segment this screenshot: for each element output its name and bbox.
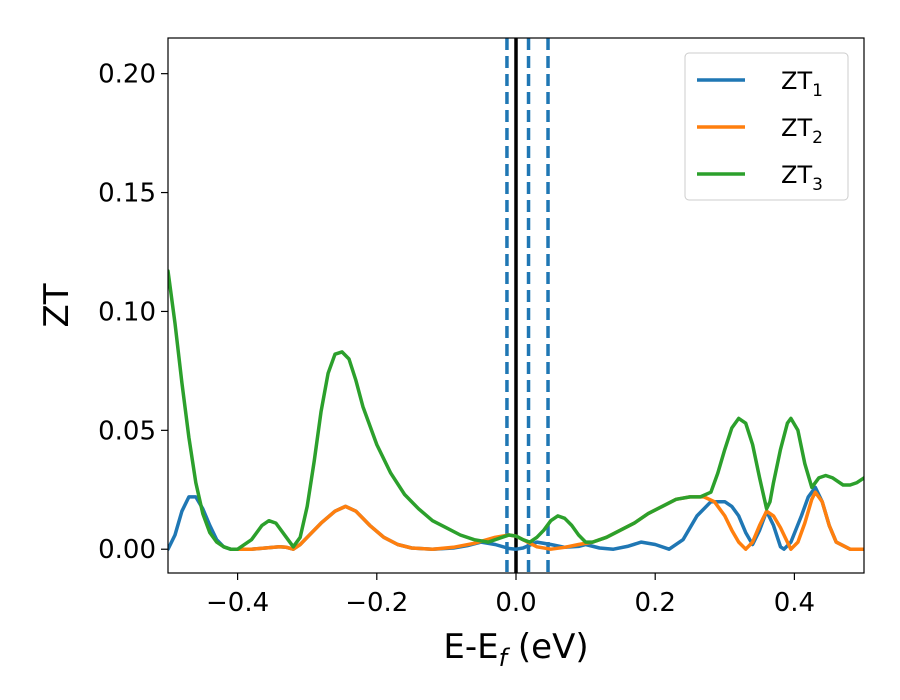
legend-label-subscript: 1 xyxy=(812,81,823,101)
legend-label: ZT2 xyxy=(781,114,823,148)
x-tick-label: −0.4 xyxy=(206,588,269,618)
legend-box xyxy=(684,52,849,201)
x-tick-label: 0.0 xyxy=(495,588,536,618)
x-axis-ticks: −0.4 −0.2 0.0 0.2 0.4 xyxy=(206,573,815,618)
y-tick-label: 0.20 xyxy=(98,60,156,90)
legend-label-subscript: 3 xyxy=(812,175,823,195)
series-line-zt3 xyxy=(168,269,864,551)
y-tick-label: 0.00 xyxy=(98,535,156,565)
y-tick-label: 0.05 xyxy=(98,416,156,446)
y-axis-ticks: 0.00 0.05 0.10 0.15 0.20 xyxy=(98,60,168,565)
y-axis-label: ZT xyxy=(37,283,77,327)
legend-label-main: ZT xyxy=(781,67,812,95)
x-axis-label: E-Ef (eV) xyxy=(443,627,588,672)
legend-label: ZT1 xyxy=(781,67,823,101)
y-tick-label: 0.15 xyxy=(98,179,156,209)
legend-label-main: ZT xyxy=(781,161,812,189)
x-axis-label-main: E-E xyxy=(443,627,498,667)
y-tick-label: 0.10 xyxy=(98,297,156,327)
series-lines xyxy=(168,269,864,551)
x-tick-label: 0.2 xyxy=(635,588,676,618)
x-tick-label: −0.2 xyxy=(345,588,408,618)
legend-label-subscript: 2 xyxy=(812,128,823,148)
x-tick-label: 0.4 xyxy=(774,588,815,618)
vertical-reference-lines xyxy=(505,38,550,573)
x-axis-label-unit: (eV) xyxy=(507,627,589,667)
legend-label: ZT3 xyxy=(781,161,823,195)
legend-label-main: ZT xyxy=(781,114,812,142)
